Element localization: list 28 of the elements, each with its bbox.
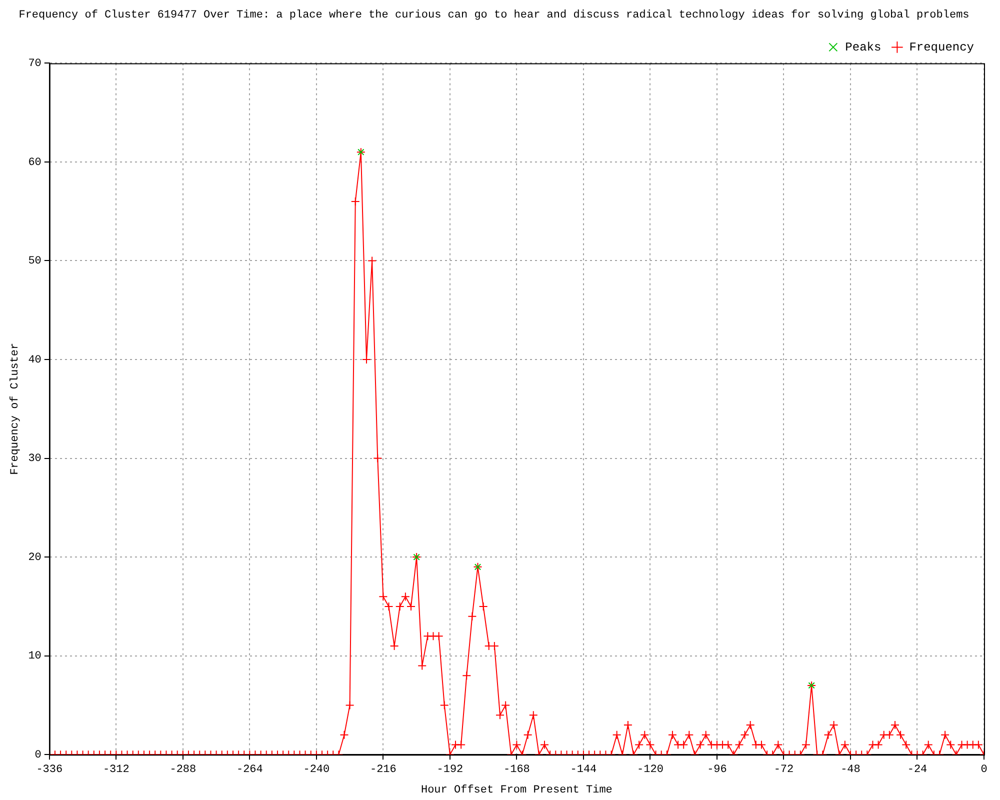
y-tick-label: 60 [28, 156, 42, 169]
y-tick-label: 50 [28, 256, 42, 268]
x-tick-label: -48 [840, 764, 860, 776]
y-axis-title: Frequency of Cluster [10, 342, 22, 475]
y-tick-label: 20 [28, 552, 42, 564]
x-tick-label: -264 [236, 764, 264, 776]
y-tick-label: 40 [28, 354, 42, 366]
x-tick-label: -72 [774, 764, 794, 776]
x-tick-label: -192 [436, 764, 464, 776]
x-tick-label: -96 [707, 764, 727, 776]
x-tick-label: -240 [303, 764, 330, 776]
x-tick-label: -120 [637, 764, 664, 776]
x-tick-label: -216 [370, 764, 396, 776]
x-axis-title: Hour Offset From Present Time [420, 784, 612, 796]
legend-label: Peaks [845, 40, 882, 54]
y-tick-label: 70 [28, 58, 42, 70]
y-tick-label: 0 [34, 750, 42, 762]
y-tick-label: 10 [28, 650, 42, 663]
x-tick-label: -24 [907, 764, 928, 776]
x-tick-label: -336 [36, 764, 63, 776]
legend-label: Frequency [909, 40, 974, 54]
chart-title: Frequency of Cluster 619477 Over Time: a place where the curious can go to hear and discuss radical technology ideas for solving global problems [18, 10, 970, 22]
x-tick-label: 0 [980, 764, 988, 776]
x-tick-label: -168 [504, 764, 530, 776]
y-tick-label: 30 [28, 453, 42, 466]
x-tick-label: -144 [570, 764, 598, 776]
x-tick-label: -312 [102, 764, 130, 776]
x-tick-label: -288 [170, 764, 196, 776]
